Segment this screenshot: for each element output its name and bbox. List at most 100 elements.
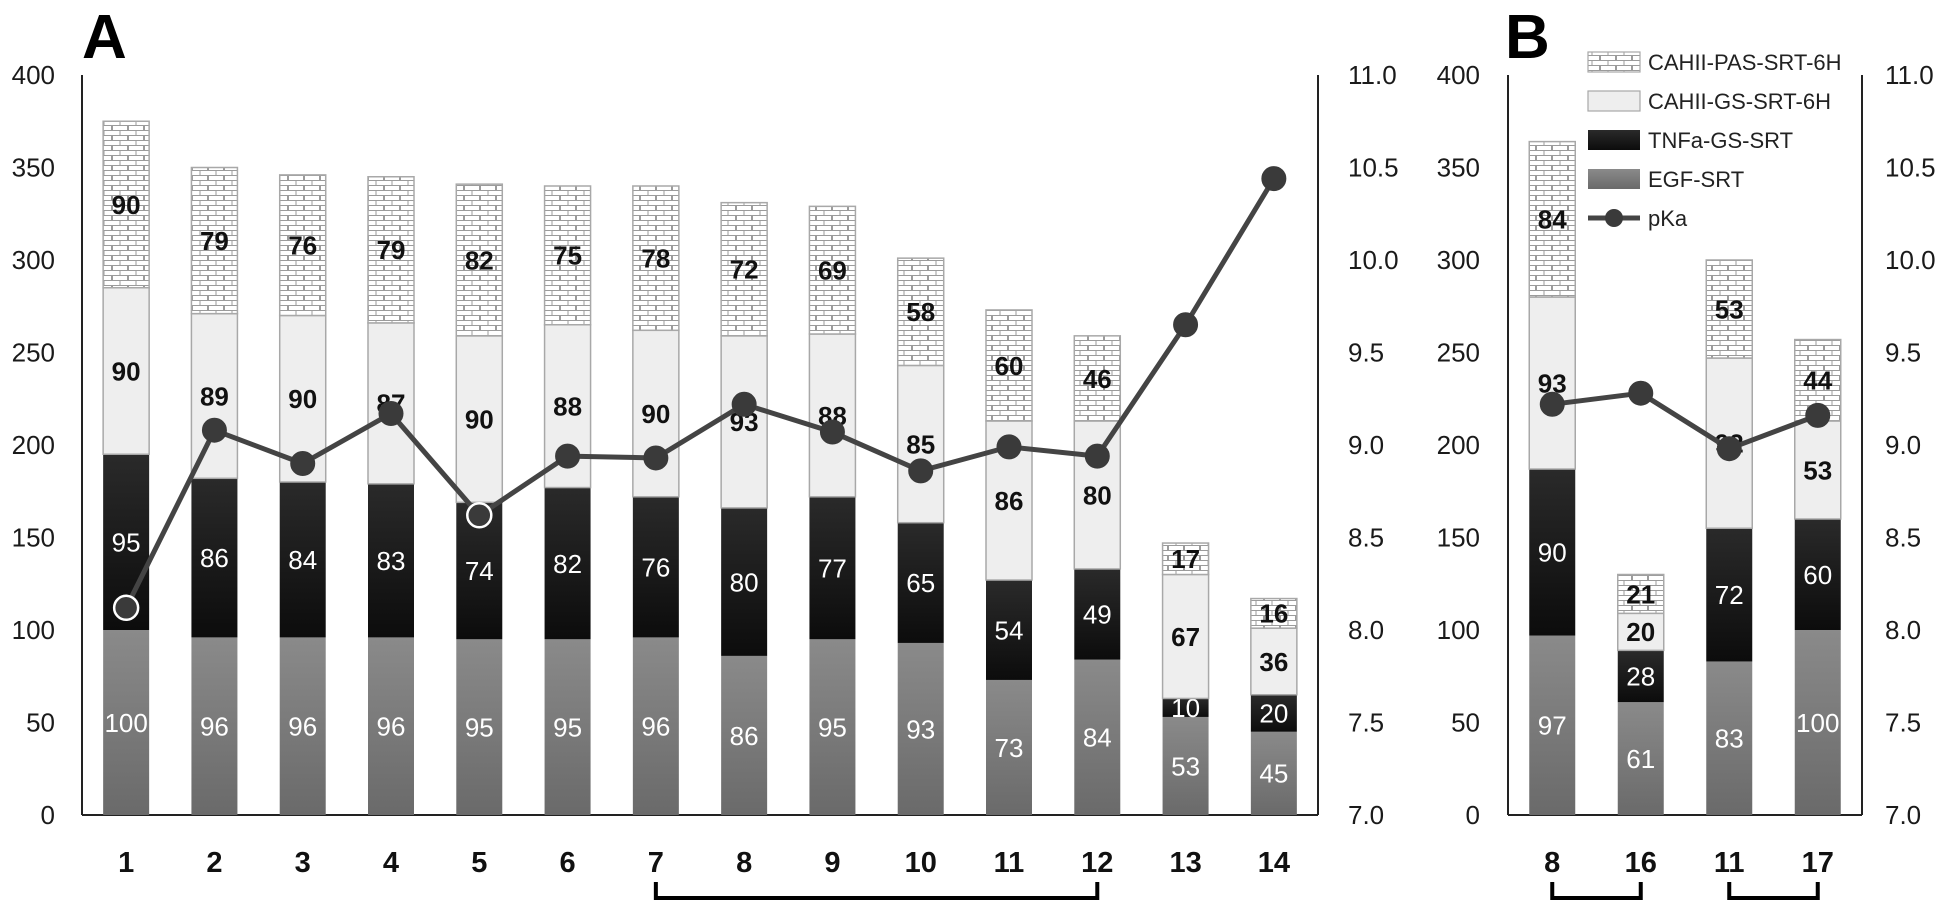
pka-point (1539, 391, 1565, 417)
y-tick-label: 100 (1437, 615, 1480, 645)
bar-segment (632, 637, 679, 815)
data-label: 79 (377, 235, 406, 265)
y-tick-label: 250 (1437, 338, 1480, 368)
legend-swatch (1588, 169, 1640, 189)
bar-segment (1794, 420, 1842, 520)
bar-segment (1074, 659, 1121, 815)
bar-segment (1617, 573, 1665, 615)
data-label: 78 (641, 244, 670, 274)
bar-segment (544, 487, 591, 640)
data-label: 100 (104, 708, 147, 738)
data-label: 72 (1715, 580, 1744, 610)
y2-tick-label: 9.5 (1348, 338, 1384, 368)
data-label: 83 (377, 546, 406, 576)
pka-point (378, 401, 404, 427)
bar-segment (1161, 542, 1210, 576)
legend-label: CAHII-GS-SRT-6H (1648, 89, 1831, 114)
data-label: 49 (1083, 600, 1112, 630)
bar-segment (632, 185, 680, 332)
data-label: 89 (200, 381, 229, 411)
y2-tick-label: 8.0 (1348, 615, 1384, 645)
panel-letter: B (1505, 3, 1550, 72)
pka-point (996, 434, 1022, 460)
y-tick-label: 100 (12, 615, 55, 645)
y2-tick-label: 8.5 (1348, 523, 1384, 553)
bar-segment (1705, 259, 1753, 359)
pka-line (123, 177, 1276, 609)
bar-segment (809, 639, 856, 815)
pka-point (731, 391, 757, 417)
bar-segment (1617, 650, 1664, 703)
data-label: 90 (288, 384, 317, 414)
bar-segment (367, 176, 415, 324)
category-label: 1 (118, 847, 134, 879)
y-tick-label: 350 (12, 153, 55, 183)
bar-segment (897, 522, 944, 643)
category-label: 10 (905, 847, 937, 879)
data-label: 53 (1715, 294, 1744, 324)
y2-tick-label: 10.5 (1885, 153, 1936, 183)
category-label: 2 (206, 847, 222, 879)
legend-marker (1605, 209, 1623, 227)
y2-tick-label: 9.5 (1885, 338, 1921, 368)
category-label: 16 (1625, 847, 1657, 879)
data-label: 72 (730, 255, 759, 285)
category-label: 3 (295, 847, 311, 879)
bar-segment (102, 287, 150, 455)
y2-tick-label: 7.0 (1885, 800, 1921, 830)
legend-swatch (1588, 130, 1640, 150)
data-label: 95 (112, 527, 141, 557)
data-label: 76 (288, 231, 317, 261)
pka-point (819, 419, 845, 445)
legend-swatch (1587, 90, 1641, 112)
bar-segment (1529, 469, 1576, 636)
bar-segment (632, 329, 680, 498)
pka-point (908, 458, 934, 484)
bar-segment (896, 364, 945, 524)
data-label: 58 (906, 297, 935, 327)
pka-point (112, 594, 140, 622)
pka-point (1084, 443, 1110, 469)
data-label: 90 (112, 356, 141, 386)
data-label: 60 (995, 351, 1024, 381)
bar-segment (456, 639, 503, 815)
data-label: 93 (906, 714, 935, 744)
data-label: 95 (465, 712, 494, 742)
bar-segment (279, 637, 326, 815)
y2-tick-label: 7.5 (1885, 708, 1921, 738)
y-tick-label: 150 (12, 523, 55, 553)
bar-segment (1074, 568, 1121, 660)
category-label: 12 (1081, 847, 1113, 879)
category-label: 9 (824, 847, 840, 879)
category-label: 11 (994, 847, 1025, 879)
category-label: 4 (383, 847, 399, 879)
legend-label: pKa (1648, 206, 1688, 231)
bar-segment (1706, 661, 1753, 815)
bar-segment (279, 482, 326, 638)
comparison-bracket (653, 882, 1100, 900)
bar-segment (190, 166, 239, 315)
data-label: 80 (1083, 480, 1112, 510)
bar-segment (1528, 296, 1576, 470)
bar-segment (190, 312, 239, 480)
data-label: 85 (906, 429, 935, 459)
bar-segment (1617, 702, 1664, 815)
y-tick-label: 0 (41, 800, 55, 830)
y-tick-label: 400 (12, 60, 55, 90)
bar-segment (1250, 731, 1297, 815)
data-label: 83 (1715, 724, 1744, 754)
bar-segment (544, 639, 591, 815)
data-label: 90 (112, 190, 141, 220)
category-label: 11 (1714, 847, 1745, 879)
bar-segment (808, 333, 857, 498)
category-label: 8 (736, 847, 752, 879)
data-label: 96 (377, 712, 406, 742)
y2-tick-label: 7.5 (1348, 708, 1384, 738)
bar-segment (1794, 630, 1841, 815)
data-label: 82 (553, 549, 582, 579)
bar-segment (1250, 597, 1298, 629)
y2-tick-label: 9.0 (1885, 430, 1921, 460)
y2-tick-label: 8.0 (1885, 615, 1921, 645)
bar-segment (455, 183, 504, 337)
bar-segment (985, 309, 1033, 422)
